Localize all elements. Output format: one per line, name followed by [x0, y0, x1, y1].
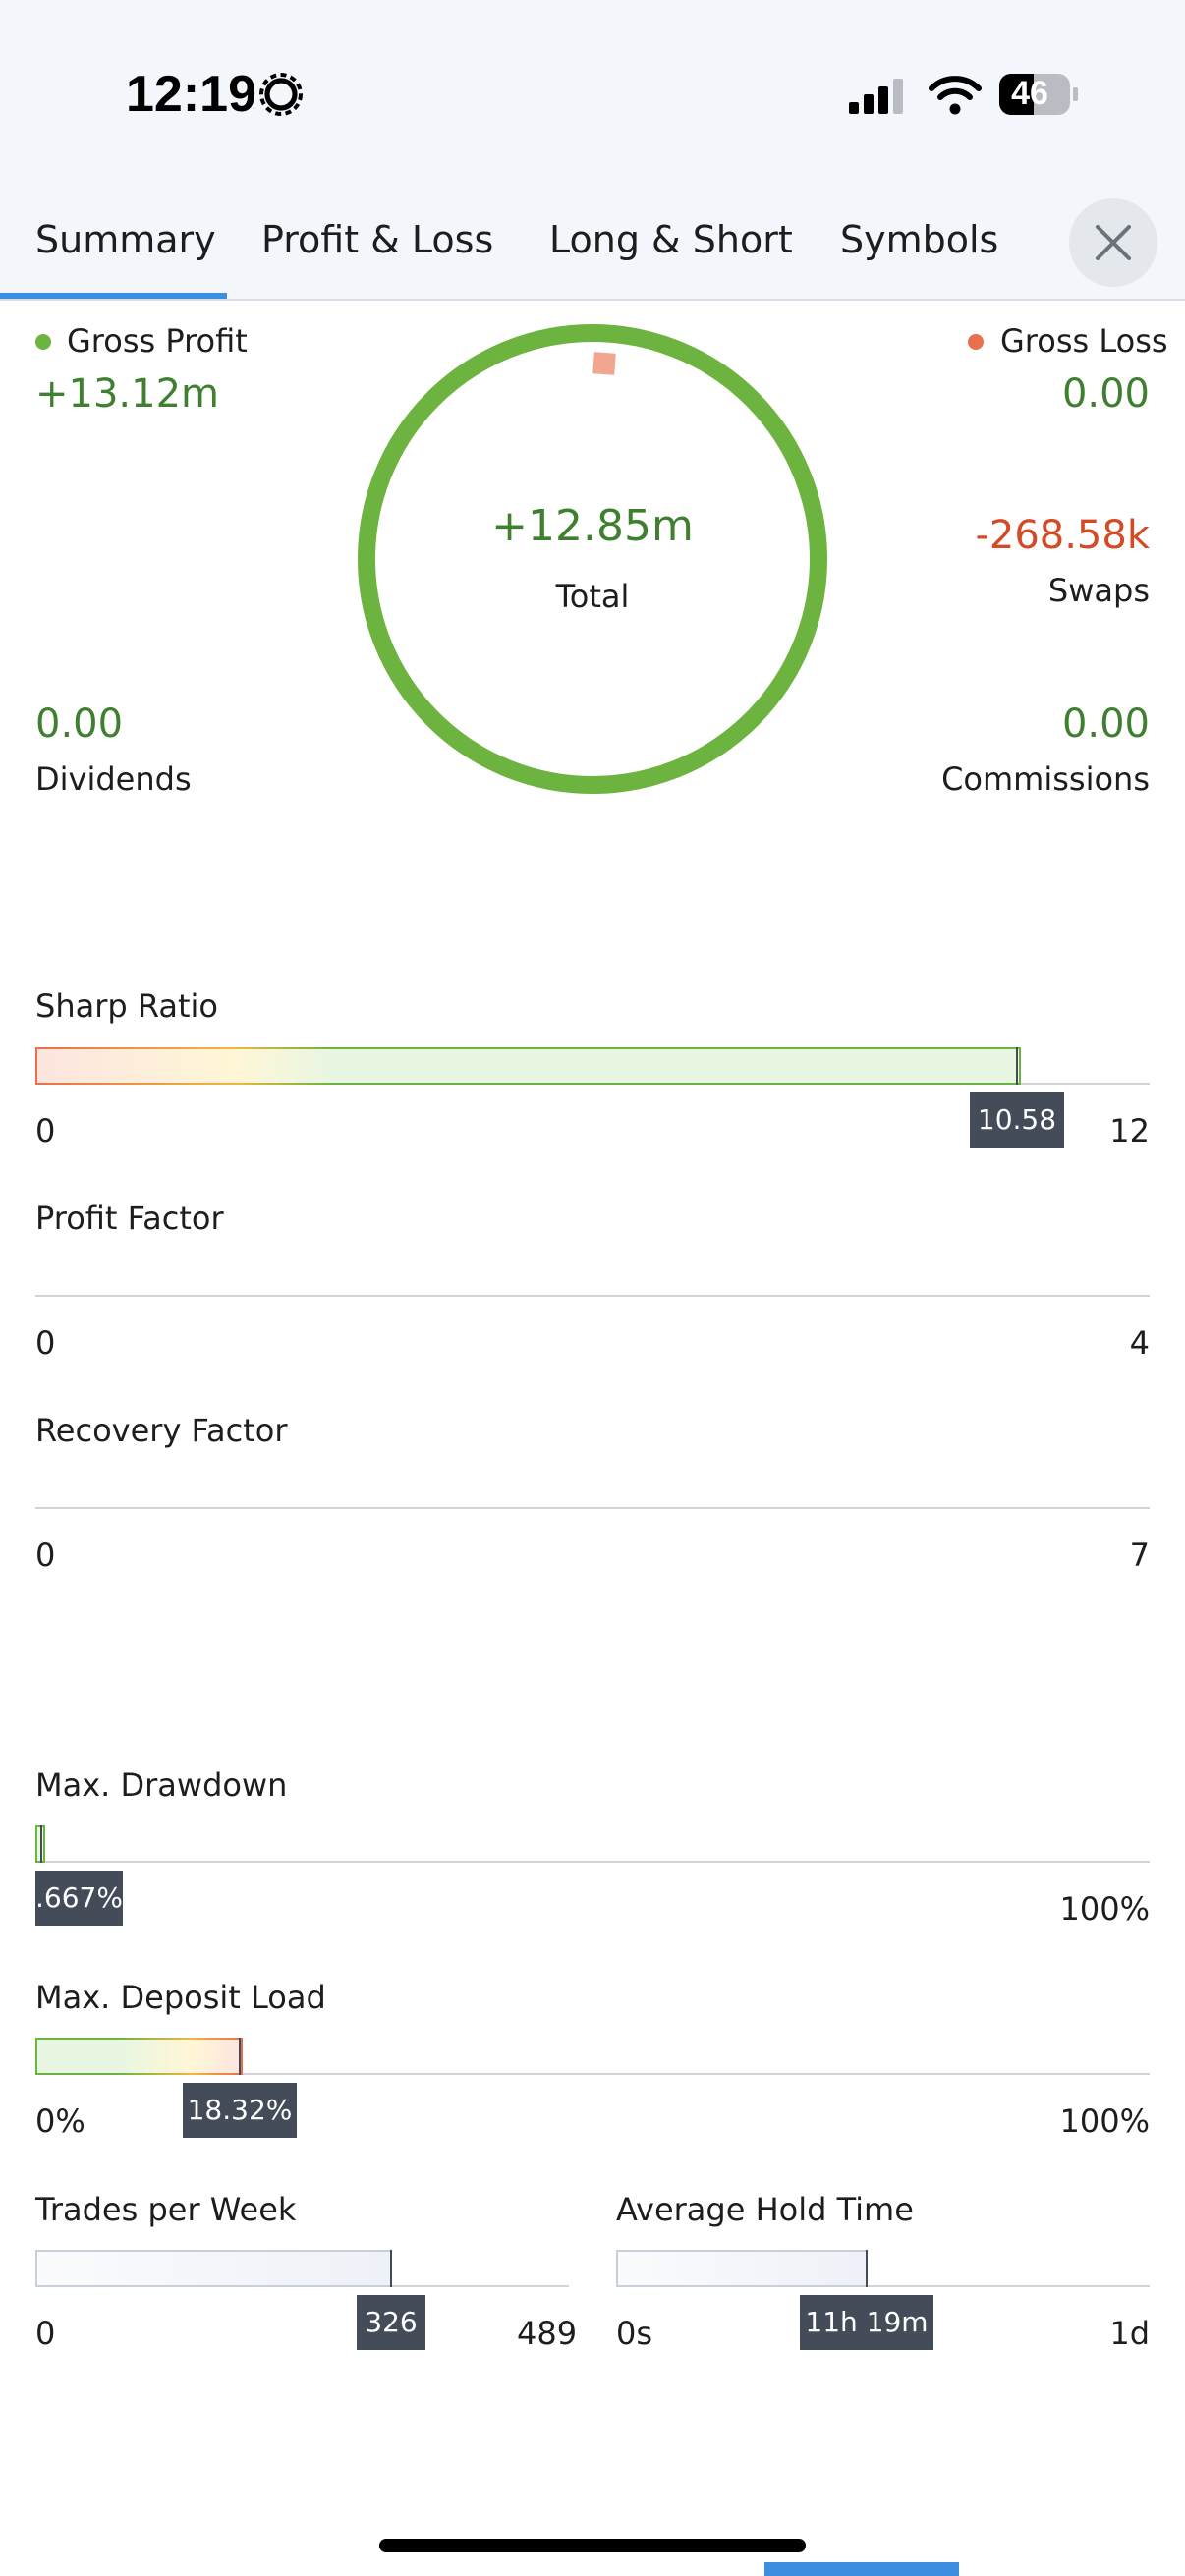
gross-loss-label: Gross Loss — [1000, 322, 1168, 360]
gross-profit-label: Gross Profit — [67, 322, 248, 360]
commissions-value: 0.00 — [1061, 701, 1150, 747]
average-hold-time-track — [616, 2285, 1150, 2287]
max-drawdown-track — [35, 1861, 1150, 1863]
commissions-label: Commissions — [941, 760, 1150, 798]
tab-long-short[interactable]: Long & Short — [549, 218, 793, 261]
gross-profit-value: +13.12m — [35, 371, 219, 417]
swaps-label: Swaps — [1047, 572, 1150, 609]
max-deposit-load-title: Max. Deposit Load — [35, 1979, 326, 2016]
max-drawdown-max: 100% — [1059, 1890, 1150, 1928]
trades-per-week-max: 489 — [517, 2315, 578, 2352]
max-drawdown-marker — [40, 1825, 42, 1863]
average-hold-time-max: 1d — [1109, 2315, 1150, 2352]
dividends-label: Dividends — [35, 760, 192, 798]
wifi-icon — [929, 76, 982, 115]
sharp-ratio-title: Sharp Ratio — [35, 987, 218, 1025]
recovery-factor-track — [35, 1507, 1150, 1509]
trades-per-week-title: Trades per Week — [35, 2191, 297, 2228]
battery-level: 46 — [1011, 75, 1048, 112]
status-time: 12:19 — [126, 66, 256, 123]
average-hold-time-min: 0s — [616, 2315, 653, 2352]
profit-factor-track — [35, 1295, 1150, 1297]
bottom-bar-segment — [764, 2562, 959, 2576]
sharp-ratio-fill — [35, 1047, 1021, 1085]
sharp-ratio-marker — [1016, 1047, 1018, 1085]
close-button[interactable] — [1069, 198, 1157, 287]
trades-per-week-marker — [390, 2250, 392, 2287]
gross-loss-value: 0.00 — [1061, 371, 1150, 417]
total-donut-chart — [358, 324, 827, 794]
max-deposit-load-track — [35, 2073, 1150, 2075]
max-deposit-load-min: 0% — [35, 2102, 85, 2140]
max-deposit-load-fill — [35, 2038, 243, 2075]
total-value: +12.85m — [491, 501, 694, 551]
gross-loss-legend-dot — [968, 334, 984, 350]
close-icon — [1096, 225, 1131, 260]
home-indicator — [379, 2539, 806, 2552]
max-deposit-load-max: 100% — [1059, 2102, 1150, 2140]
status-bar — [0, 0, 1185, 187]
swaps-value: -268.58k — [975, 513, 1150, 558]
gear-icon — [259, 73, 303, 116]
tab-bar — [0, 187, 1185, 301]
sharp-ratio-min: 0 — [35, 1112, 56, 1149]
tab-summary[interactable]: Summary — [35, 218, 216, 261]
average-hold-time-fill — [616, 2250, 868, 2287]
recovery-factor-min: 0 — [35, 1537, 56, 1574]
average-hold-time-marker — [866, 2250, 868, 2287]
recovery-factor-max: 7 — [1129, 1537, 1150, 1574]
average-hold-time-title: Average Hold Time — [616, 2191, 914, 2228]
total-label: Total — [555, 578, 630, 615]
average-hold-time-value-tag: 11h 19m — [800, 2295, 933, 2350]
gross-profit-legend-dot — [35, 334, 51, 350]
tab-profit-loss[interactable]: Profit & Loss — [261, 218, 494, 261]
donut-loss-segment — [592, 352, 616, 375]
max-drawdown-title: Max. Drawdown — [35, 1766, 288, 1804]
trades-per-week-fill — [35, 2250, 392, 2287]
profit-factor-max: 4 — [1129, 1324, 1150, 1362]
tab-symbols[interactable]: Symbols — [840, 218, 999, 261]
sharp-ratio-value-tag: 10.58 — [970, 1092, 1064, 1148]
profit-factor-min: 0 — [35, 1324, 56, 1362]
active-tab-indicator — [0, 293, 227, 299]
trades-per-week-min: 0 — [35, 2315, 56, 2352]
trades-per-week-value-tag: 326 — [357, 2295, 425, 2350]
sharp-ratio-max: 12 — [1109, 1112, 1150, 1149]
max-deposit-load-value-tag: 18.32% — [183, 2083, 297, 2138]
battery-icon — [999, 74, 1078, 115]
donut-profit-ring — [358, 324, 827, 794]
profit-factor-title: Profit Factor — [35, 1200, 224, 1237]
max-deposit-load-marker — [239, 2038, 241, 2075]
dividends-value: 0.00 — [35, 701, 124, 747]
cellular-signal-icon — [849, 79, 903, 114]
max-drawdown-value-tag: .667% — [35, 1871, 123, 1926]
recovery-factor-title: Recovery Factor — [35, 1412, 288, 1449]
